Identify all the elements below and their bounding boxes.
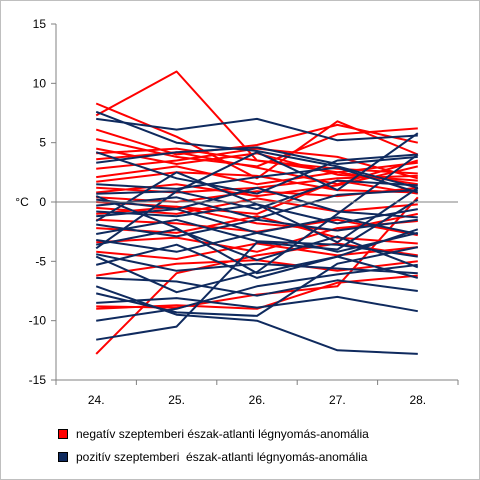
positive-series-line-23 — [95, 153, 419, 294]
x-tick-label: 27. — [329, 393, 346, 407]
positive-series-line-13 — [96, 231, 419, 253]
x-tick-label: 24. — [88, 393, 105, 407]
legend-swatch-red — [58, 428, 68, 439]
positive-series-line-21 — [96, 198, 419, 341]
positive-series-line-24 — [95, 171, 419, 244]
positive-series-line-14 — [96, 228, 419, 269]
positive-series-line-12 — [96, 218, 418, 258]
positive-series-line-4 — [96, 146, 418, 165]
y-tick-label: 10 — [33, 76, 47, 90]
legend-swatch-blue — [58, 451, 68, 462]
positive-series-line-3 — [95, 151, 418, 195]
legend-item-negative: negatív szeptemberi észak-atlanti légnyo… — [58, 426, 369, 441]
y-axis-ticks: -15 -10 -5 0 5 10 15 — [29, 17, 56, 387]
negative-series-line-19 — [96, 220, 418, 253]
y-tick-label: -10 — [29, 314, 47, 328]
positive-anomaly-lines — [95, 110, 419, 355]
positive-series-line-7 — [96, 186, 418, 219]
negative-series-line-10 — [96, 171, 418, 194]
positive-series-line-16 — [95, 243, 419, 279]
positive-series-line-6 — [96, 179, 418, 211]
y-tick-label: -15 — [29, 373, 47, 387]
y-axis-label: °C — [15, 195, 29, 209]
positive-series-line-1 — [95, 110, 419, 189]
positive-series-line-19 — [96, 295, 418, 313]
negative-series-line-8 — [96, 147, 419, 180]
positive-series-line-18 — [95, 246, 419, 317]
x-tick-label: 28. — [409, 393, 426, 407]
x-tick-label: 26. — [249, 393, 266, 407]
positive-series-line-25 — [95, 195, 419, 275]
negative-series-line-3 — [95, 123, 419, 156]
legend-label-positive: pozitív szeptemberi észak-atlanti légnyo… — [76, 449, 368, 464]
positive-series-line-20 — [96, 263, 418, 322]
negative-series-line-18 — [96, 215, 418, 245]
positive-series-line-5 — [96, 166, 419, 194]
legend-label-negative: negatív szeptemberi észak-atlanti légnyo… — [76, 426, 369, 441]
x-axis-ticks: 24. 25. 26. 27. 28. — [55, 380, 459, 407]
y-tick-label: 15 — [33, 17, 47, 31]
positive-series-line-26 — [95, 132, 419, 250]
positive-series-line-15 — [95, 253, 418, 275]
y-tick-label: 5 — [39, 136, 46, 150]
positive-series-line-22 — [95, 285, 418, 355]
legend-item-positive: pozitív szeptemberi észak-atlanti légnyo… — [58, 449, 367, 464]
y-tick-label: 0 — [39, 195, 46, 209]
positive-series-line-2 — [96, 117, 418, 142]
x-tick-label: 25. — [168, 393, 185, 407]
y-tick-label: -5 — [35, 254, 46, 268]
positive-series-line-11 — [96, 218, 418, 238]
